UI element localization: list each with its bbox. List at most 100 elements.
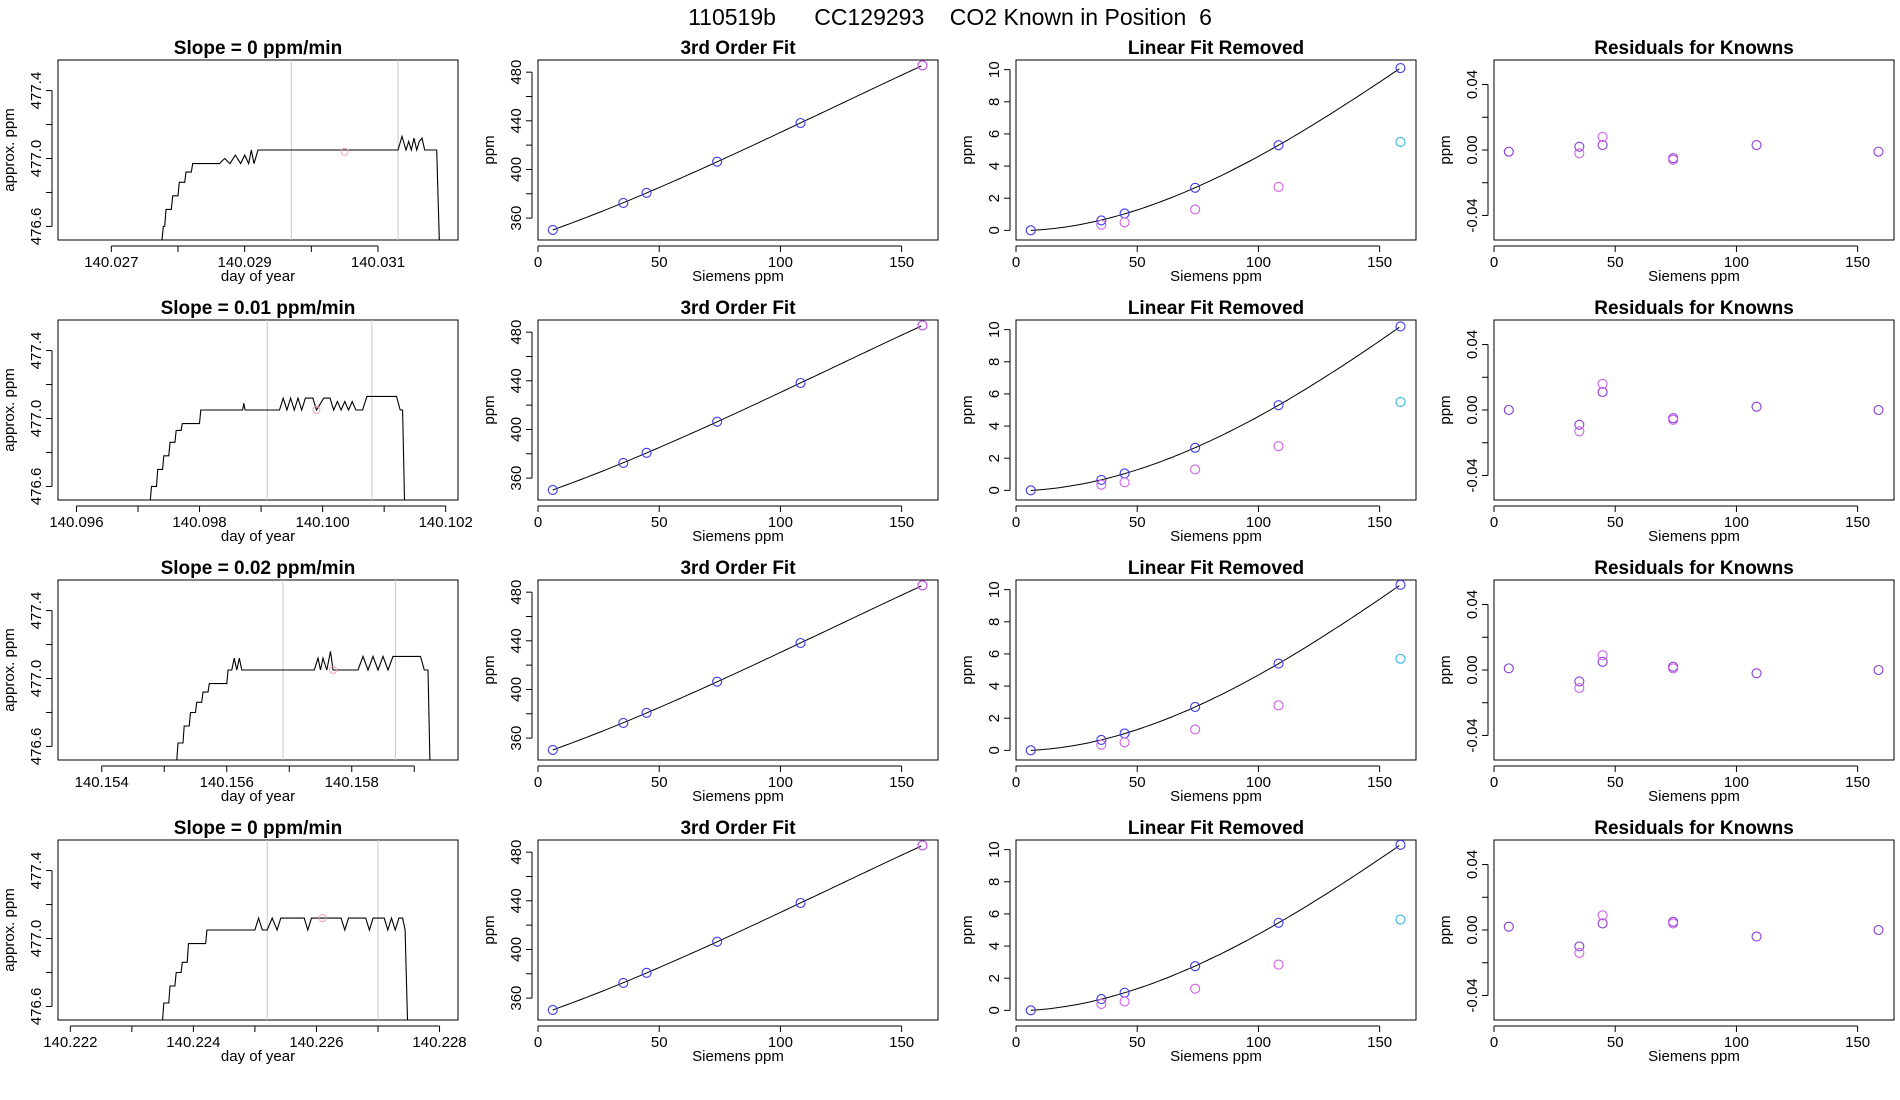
data-point bbox=[917, 580, 928, 591]
x-tick-label: 0 bbox=[1012, 774, 1020, 791]
residual-point bbox=[1574, 941, 1585, 952]
residual-point bbox=[1751, 140, 1762, 151]
plot-frame bbox=[1493, 839, 1895, 1021]
data-point bbox=[795, 117, 806, 129]
x-tick-label: 100 bbox=[768, 1034, 793, 1051]
x-tick-label: 140.102 bbox=[419, 514, 473, 531]
plot-area bbox=[1503, 131, 1884, 165]
y-tick-label: 400 bbox=[508, 937, 525, 962]
x-tick-label: 0 bbox=[534, 774, 542, 791]
panel-timeseries: Slope = 0.01 ppm/min 140.096 140.098 140.10… bbox=[1, 298, 473, 545]
y-axis-label: ppm bbox=[959, 395, 976, 424]
residual-point bbox=[1668, 154, 1679, 165]
residual-point bbox=[1597, 650, 1608, 661]
plot-frame bbox=[57, 579, 459, 761]
x-tick-label: 0 bbox=[1490, 774, 1498, 791]
data-point bbox=[712, 156, 723, 167]
residual-point bbox=[1503, 146, 1514, 157]
y-tick-label: 400 bbox=[508, 157, 525, 182]
x-axis-label: day of year bbox=[221, 528, 295, 545]
y-tick-label: 10 bbox=[986, 581, 1003, 598]
y-tick-label: 480 bbox=[508, 840, 525, 865]
data-point bbox=[1096, 474, 1107, 485]
fit-curve bbox=[552, 65, 922, 231]
x-tick-label: 140.096 bbox=[49, 514, 103, 531]
data-point bbox=[917, 840, 928, 851]
panel-residuals: Residuals for Knowns 0 50 100 150 Siemens ppm… bbox=[1437, 38, 1895, 285]
residual-point bbox=[1574, 676, 1585, 687]
x-tick-label: 140.228 bbox=[412, 1034, 466, 1051]
panel-title: Residuals for Knowns bbox=[1594, 558, 1794, 579]
data-point bbox=[1395, 914, 1406, 925]
x-tick-label: 100 bbox=[768, 774, 793, 791]
data-point bbox=[1096, 219, 1107, 230]
panel-title: Residuals for Knowns bbox=[1594, 38, 1794, 59]
residual-point bbox=[1574, 426, 1585, 437]
y-axis-label: ppm bbox=[959, 135, 976, 164]
x-tick-label: 50 bbox=[1607, 774, 1624, 791]
data-point bbox=[712, 416, 723, 427]
y-tick-label: -0.04 bbox=[1464, 718, 1481, 752]
y-tick-label: 8 bbox=[986, 98, 1003, 106]
data-point bbox=[1025, 485, 1036, 496]
y-axis-label: approx. ppm bbox=[1, 368, 18, 451]
data-point bbox=[712, 676, 723, 687]
panel-timeseries: Slope = 0.02 ppm/min 140.154 140.156 140.15… bbox=[1, 558, 459, 805]
data-point bbox=[1273, 700, 1284, 711]
panel-linear_removed: Linear Fit Removed 0 50 100 150 Siemens ppm 0 2… bbox=[959, 38, 1417, 285]
y-tick-label: -0.04 bbox=[1464, 978, 1481, 1012]
y-tick-label: 6 bbox=[986, 650, 1003, 658]
plot-frame bbox=[537, 319, 939, 501]
data-point bbox=[1190, 961, 1201, 972]
x-axis-label: Siemens ppm bbox=[692, 1048, 784, 1065]
y-tick-label: 6 bbox=[986, 390, 1003, 398]
y-tick-label: 400 bbox=[508, 417, 525, 442]
data-point bbox=[1025, 745, 1036, 756]
data-point bbox=[1190, 464, 1201, 475]
residual-point bbox=[1668, 663, 1679, 674]
panel-fit: 3rd Order Fit 0 50 100 150 Siemens ppm 360 400 4… bbox=[481, 558, 939, 805]
plot-frame bbox=[1015, 319, 1417, 501]
fit-curve bbox=[552, 325, 922, 491]
panel-title: Linear Fit Removed bbox=[1128, 558, 1304, 579]
y-tick-label: 8 bbox=[986, 618, 1003, 626]
data-point bbox=[547, 1004, 558, 1015]
x-tick-label: 0 bbox=[534, 1034, 542, 1051]
plot-frame bbox=[1015, 839, 1417, 1021]
data-point bbox=[1190, 724, 1201, 735]
x-tick-label: 140.154 bbox=[75, 774, 129, 791]
residual-point bbox=[1668, 918, 1679, 929]
x-tick-label: 150 bbox=[889, 254, 914, 271]
plot-frame bbox=[57, 319, 459, 501]
data-point bbox=[1395, 62, 1406, 74]
residual-point bbox=[1751, 401, 1762, 412]
x-tick-label: 100 bbox=[1246, 254, 1271, 271]
y-tick-label: 0 bbox=[986, 1006, 1003, 1014]
x-tick-label: 0 bbox=[534, 254, 542, 271]
data-point bbox=[1119, 477, 1130, 488]
x-tick-label: 140.222 bbox=[43, 1034, 97, 1051]
y-tick-label: 0.00 bbox=[1464, 395, 1481, 424]
y-tick-label: 480 bbox=[508, 320, 525, 345]
y-tick-label: 8 bbox=[986, 358, 1003, 366]
y-tick-label: 4 bbox=[986, 422, 1003, 430]
panel-linear_removed: Linear Fit Removed 0 50 100 150 Siemens ppm 0 2… bbox=[959, 818, 1417, 1065]
x-tick-label: 100 bbox=[1724, 1034, 1749, 1051]
x-tick-label: 100 bbox=[1724, 774, 1749, 791]
data-point bbox=[1273, 181, 1284, 193]
panel-title: Linear Fit Removed bbox=[1128, 38, 1304, 59]
y-axis-label: approx. ppm bbox=[1, 628, 18, 711]
panel-title: Slope = 0 ppm/min bbox=[174, 818, 342, 839]
x-tick-label: 150 bbox=[889, 774, 914, 791]
data-point bbox=[1190, 204, 1201, 215]
residual-point bbox=[1873, 664, 1884, 676]
y-tick-label: 440 bbox=[508, 628, 525, 653]
data-point bbox=[917, 320, 928, 331]
x-tick-label: 100 bbox=[768, 514, 793, 531]
panel-title: 3rd Order Fit bbox=[680, 298, 796, 319]
y-tick-label: 4 bbox=[986, 162, 1003, 170]
y-tick-label: 2 bbox=[986, 194, 1003, 202]
residual-point bbox=[1873, 146, 1884, 157]
x-axis-label: Siemens ppm bbox=[1170, 788, 1262, 805]
x-tick-label: 0 bbox=[1012, 514, 1020, 531]
